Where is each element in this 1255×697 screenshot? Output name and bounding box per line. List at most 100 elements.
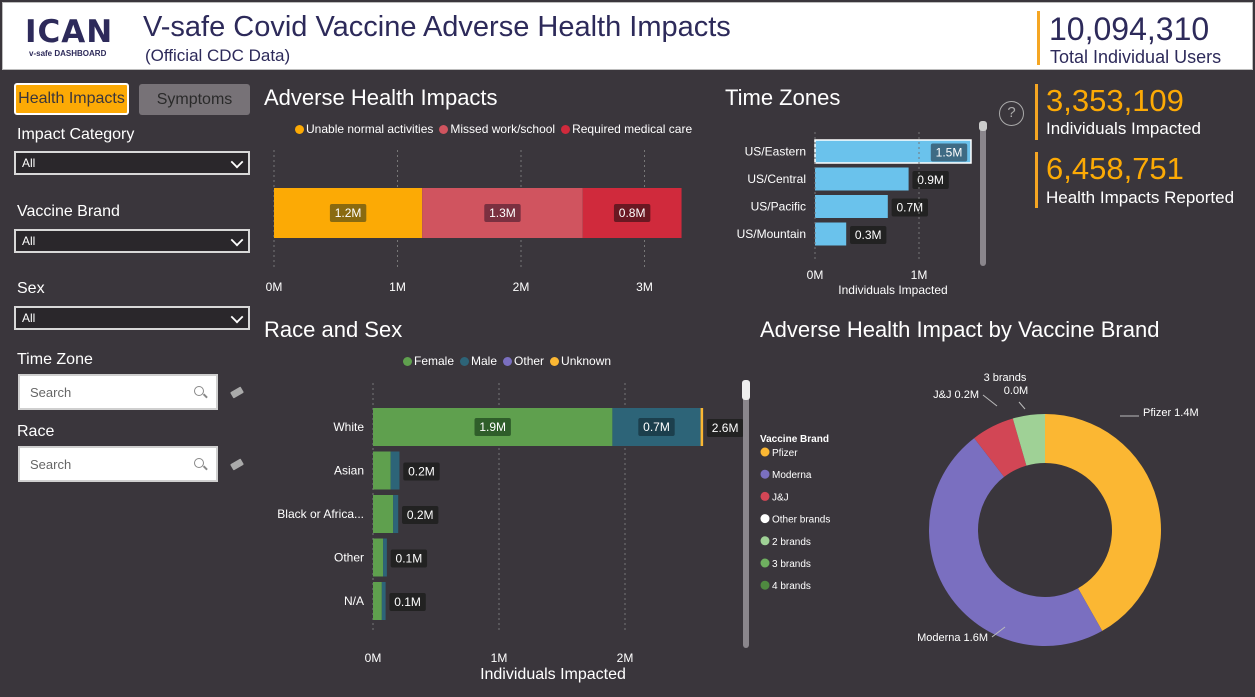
legend-item[interactable]: Male [460,354,497,368]
bar-value-label-bg [930,143,968,162]
slice-leader-line [1018,401,1026,410]
scrollbar-thumb [742,380,750,400]
race-legend: Female Male Other Unknown [403,354,611,368]
legend-label: Unknown [561,354,612,368]
category-label: US/Mountain [737,227,806,241]
x-tick-label: 0M [266,280,283,294]
race-search-input[interactable]: Search [18,446,218,482]
bar-total-label: 0.2M [408,465,435,479]
legend-label: 4 brands [772,581,811,592]
legend-dot [760,491,770,501]
legend-item[interactable]: Unable normal activities [295,122,433,136]
bar [815,167,909,191]
header-bar: ICAN v-safe DASHBOARD V-safe Covid Vacci… [2,2,1253,70]
bar-value-label: 0.3M [855,228,882,242]
logo-subtext: v-safe DASHBOARD [29,49,107,58]
vaccine-brand-dropdown[interactable]: All [14,229,250,253]
individuals-impacted-value: 3,353,109 [1046,83,1184,118]
legend-label: Pfizer [772,448,798,459]
slice-label: J&J 0.2M [933,389,979,401]
chevron-down-icon [230,155,244,169]
pie-slice [974,418,1027,477]
bar-total-label-bg [706,419,744,437]
bar-segment [383,538,387,577]
legend-dot [760,469,770,479]
time-zone-label: Time Zone [17,351,93,368]
bar [815,195,888,218]
adverse-legend: Unable normal activities Missed work/sch… [295,122,692,136]
legend-label: Required medical care [572,122,693,136]
eraser-icon[interactable] [230,386,244,399]
help-icon[interactable]: ? [999,101,1024,126]
x-tick-label: 1M [491,651,508,665]
category-label: Other [334,551,364,565]
bar-segment [373,538,384,577]
category-label: White [333,420,364,434]
slice-leader-line [982,394,998,407]
bar-total-label: 0.2M [407,508,434,522]
pie-slice [1012,414,1045,466]
time-zone-search-placeholder: Search [30,384,72,400]
legend-title: Vaccine Brand [760,434,829,445]
category-label: US/Pacific [751,200,806,214]
race-label: Race [17,423,55,440]
legend-label: 3 brands [772,559,811,570]
legend-dot [760,447,770,457]
health-impacts-value: 6,458,751 [1046,151,1184,186]
legend-item[interactable]: Other [503,354,544,368]
tab-symptoms[interactable]: Symptoms [139,84,250,115]
pie-slice [928,438,1103,647]
eraser-icon[interactable] [230,458,244,471]
bar-value-label-bg [329,204,367,222]
legend-label: Unable normal activities [306,122,434,136]
legend-item[interactable]: Required medical care [561,122,692,136]
sex-label: Sex [17,280,45,297]
vaccine-brand-value: All [22,234,36,248]
kpi-accent-bar [1037,11,1040,65]
x-tick-label: 2M [513,280,530,294]
legend-item[interactable]: Female [403,354,454,368]
legend-dot [760,536,770,546]
time-zone-search-input[interactable]: Search [18,374,218,410]
x-tick-label: 2M [617,651,634,665]
impact-category-label: Impact Category [17,126,135,143]
chevron-down-icon [230,310,244,324]
pie-slice [1045,414,1161,631]
brand-chart: Vaccine Brand Pfizer Moderna J&J Other brand… [760,372,1199,647]
legend-label: J&J [772,492,789,503]
kpi-accent-bar [1035,152,1038,208]
legend-label: Missed work/school [450,122,556,136]
legend-item[interactable]: Missed work/school [439,122,555,136]
total-users-value: 10,094,310 [1049,11,1210,47]
race-chart-title: Race and Sex [264,317,403,342]
impact-category-dropdown[interactable]: All [14,151,250,175]
slice-leader-line [991,626,1006,638]
bar-value-label: 0.7M [643,420,670,434]
legend-label: Male [471,354,498,368]
bar [815,222,847,246]
bar-total-label-bg [389,593,426,611]
slice-label: 3 brands [984,372,1027,384]
category-label: N/A [344,594,364,608]
sex-dropdown[interactable]: All [14,306,250,330]
bar-value-label-bg [638,418,675,436]
bar-value-label: 1.9M [479,420,506,434]
kpi-accent-bar [1035,84,1038,140]
category-label: US/Eastern [745,145,806,159]
page-title: V-safe Covid Vaccine Adverse Health Impa… [143,11,731,43]
bar-total-label-bg [402,506,439,524]
health-impacts-label: Health Impacts Reported [1046,188,1235,207]
adverse-chart-title: Adverse Health Impacts [264,85,498,110]
timezones-chart-title: Time Zones [725,85,841,110]
slice-label: Pfizer 1.4M [1143,407,1199,419]
legend-item[interactable]: Unknown [550,354,611,368]
bar-segment [393,495,399,533]
bar-value-label: 0.8M [619,206,646,220]
x-tick-label: 1M [389,280,406,294]
x-axis-label: Individuals Impacted [480,666,626,683]
timezones-chart: US/Eastern 1.5M US/Central 0.9M US/Pacific 0.… [737,121,987,297]
x-axis-label: Individuals Impacted [838,283,947,297]
legend-label: 2 brands [772,537,811,548]
tab-health-impacts[interactable]: Health Impacts [14,83,129,115]
bar-value-label-bg [912,171,949,189]
